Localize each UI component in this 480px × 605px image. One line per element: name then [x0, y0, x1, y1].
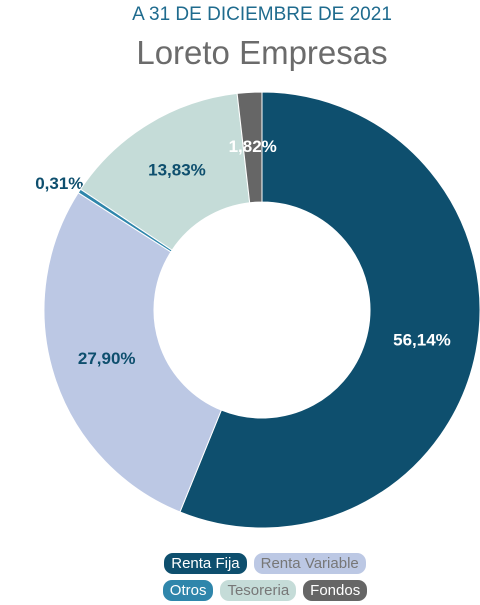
donut-segment	[236, 91, 263, 204]
legend-entry: Tesoreria	[220, 580, 297, 601]
legend-entry: Fondos	[303, 580, 368, 601]
donut-segment	[179, 91, 480, 529]
data-label: 0,31%	[35, 174, 83, 193]
chart-title: A 31 DE DICIEMBRE DE 2021	[132, 4, 392, 25]
data-label: 1,82%	[229, 137, 277, 156]
legend-entry: Renta Fija	[164, 553, 247, 574]
legend-entry: Renta Variable	[253, 553, 366, 574]
donut-segment	[43, 192, 223, 513]
chart-subtitle: Loreto Empresas	[136, 34, 388, 71]
legend-entry: Otros	[162, 580, 214, 601]
legend: Renta Fija Renta Variable Otros Tesoreria Fo…	[145, 553, 385, 601]
donut-segment	[79, 92, 251, 251]
data-label: 27,90%	[78, 349, 136, 368]
data-label: 56,14%	[393, 331, 451, 350]
data-label: 13,83%	[148, 160, 206, 179]
